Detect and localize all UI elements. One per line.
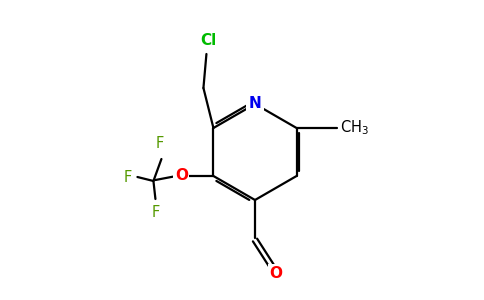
Text: F: F [151, 205, 160, 220]
Text: N: N [249, 95, 261, 110]
Text: O: O [175, 169, 188, 184]
Text: F: F [155, 136, 164, 151]
Text: O: O [270, 266, 283, 280]
Text: F: F [123, 169, 132, 184]
Text: CH$_3$: CH$_3$ [340, 118, 368, 137]
Text: Cl: Cl [200, 33, 216, 48]
